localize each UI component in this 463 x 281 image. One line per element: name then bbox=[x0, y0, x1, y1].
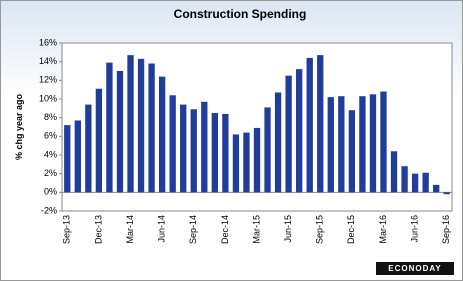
bar bbox=[64, 125, 71, 193]
bar bbox=[401, 166, 408, 193]
chart-title: Construction Spending bbox=[174, 7, 307, 21]
bar bbox=[158, 76, 166, 193]
bar bbox=[222, 113, 229, 193]
y-tick-label: 6% bbox=[44, 131, 57, 141]
y-tick-label: 12% bbox=[39, 75, 57, 85]
bar bbox=[285, 75, 292, 193]
y-tick-label: 16% bbox=[39, 37, 57, 47]
x-tick-label: Sep-14 bbox=[188, 215, 198, 244]
bar bbox=[443, 192, 450, 195]
bar bbox=[411, 173, 419, 193]
bar bbox=[369, 94, 377, 193]
bar bbox=[380, 91, 387, 193]
y-tick-label: 0% bbox=[44, 187, 57, 197]
logo: ECONODAY bbox=[388, 264, 442, 273]
bar bbox=[190, 109, 197, 193]
bar bbox=[274, 92, 282, 193]
bar bbox=[243, 132, 250, 193]
x-tick-label: Sep-15 bbox=[315, 215, 325, 244]
y-tick-label: 4% bbox=[44, 149, 57, 159]
bar bbox=[148, 63, 155, 193]
bar bbox=[232, 134, 240, 193]
x-tick-label: Sep-16 bbox=[441, 215, 451, 244]
y-tick-label: -2% bbox=[41, 205, 57, 215]
y-tick-label: 14% bbox=[39, 56, 57, 66]
bar bbox=[253, 127, 261, 193]
bar bbox=[390, 151, 398, 193]
bar bbox=[85, 104, 92, 193]
bar bbox=[127, 55, 134, 193]
bar bbox=[137, 58, 145, 193]
bar bbox=[95, 88, 103, 193]
x-tick-label: Mar-15 bbox=[251, 215, 261, 244]
bar bbox=[180, 104, 187, 193]
bar bbox=[422, 172, 429, 193]
x-tick-label: Dec-15 bbox=[346, 215, 356, 244]
x-tick-label: Jun-16 bbox=[409, 215, 419, 243]
y-axis-label: % chg year ago bbox=[14, 93, 24, 160]
bar bbox=[296, 69, 303, 193]
bar bbox=[359, 96, 366, 193]
x-tick-label: Sep-13 bbox=[62, 215, 72, 244]
y-tick-label: 8% bbox=[44, 112, 57, 122]
bar bbox=[169, 95, 176, 193]
x-tick-label: Mar-16 bbox=[378, 215, 388, 244]
bar bbox=[211, 113, 218, 193]
bar bbox=[201, 101, 208, 193]
x-tick-label: Dec-14 bbox=[220, 215, 230, 244]
x-tick-label: Mar-14 bbox=[125, 215, 135, 244]
logo-box bbox=[376, 262, 454, 275]
y-tick-label: 2% bbox=[44, 168, 57, 178]
bar bbox=[433, 184, 440, 193]
y-tick-label: 10% bbox=[39, 93, 57, 103]
x-tick-label: Jun-15 bbox=[283, 215, 293, 243]
bar bbox=[327, 97, 334, 193]
bar bbox=[317, 55, 324, 193]
bar bbox=[106, 62, 113, 193]
bar bbox=[306, 57, 313, 193]
x-tick-label: Jun-14 bbox=[157, 215, 167, 243]
bar bbox=[264, 107, 271, 193]
bar bbox=[116, 71, 124, 193]
bar bbox=[348, 110, 356, 193]
x-tick-label: Dec-13 bbox=[93, 215, 103, 244]
bar bbox=[338, 96, 345, 193]
bar bbox=[74, 120, 81, 193]
